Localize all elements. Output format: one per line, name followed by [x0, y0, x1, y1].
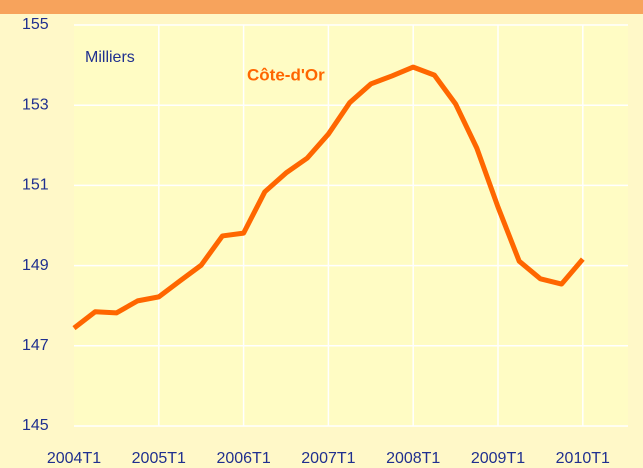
y-tick-label: 155: [22, 16, 49, 33]
unit-label: Milliers: [85, 49, 135, 66]
x-tick-label: 2004T1: [47, 450, 101, 467]
y-tick-label: 145: [22, 417, 49, 434]
y-tick-label: 153: [22, 96, 49, 113]
y-tick-label: 151: [22, 177, 49, 194]
x-tick-label: 2010T1: [556, 450, 610, 467]
x-tick-label: 2007T1: [301, 450, 355, 467]
top-band: [0, 0, 643, 14]
x-tick-label: 2008T1: [386, 450, 440, 467]
x-tick-label: 2009T1: [471, 450, 525, 467]
plot-area: [74, 25, 628, 426]
x-tick-label: 2005T1: [132, 450, 186, 467]
series-label: Côte-d'Or: [247, 65, 325, 84]
x-tick-label: 2006T1: [216, 450, 270, 467]
y-tick-label: 147: [22, 337, 49, 354]
y-tick-label: 149: [22, 257, 49, 274]
series-line: [72, 64, 585, 331]
